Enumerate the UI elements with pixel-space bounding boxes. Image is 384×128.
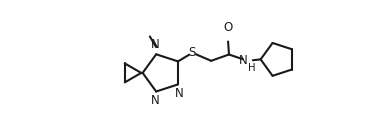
Text: S: S [189, 46, 196, 59]
Text: H: H [248, 63, 255, 73]
Text: N: N [151, 38, 159, 51]
Text: N: N [175, 87, 184, 100]
Text: N: N [151, 94, 159, 107]
Text: O: O [223, 21, 232, 34]
Text: N: N [239, 54, 248, 67]
